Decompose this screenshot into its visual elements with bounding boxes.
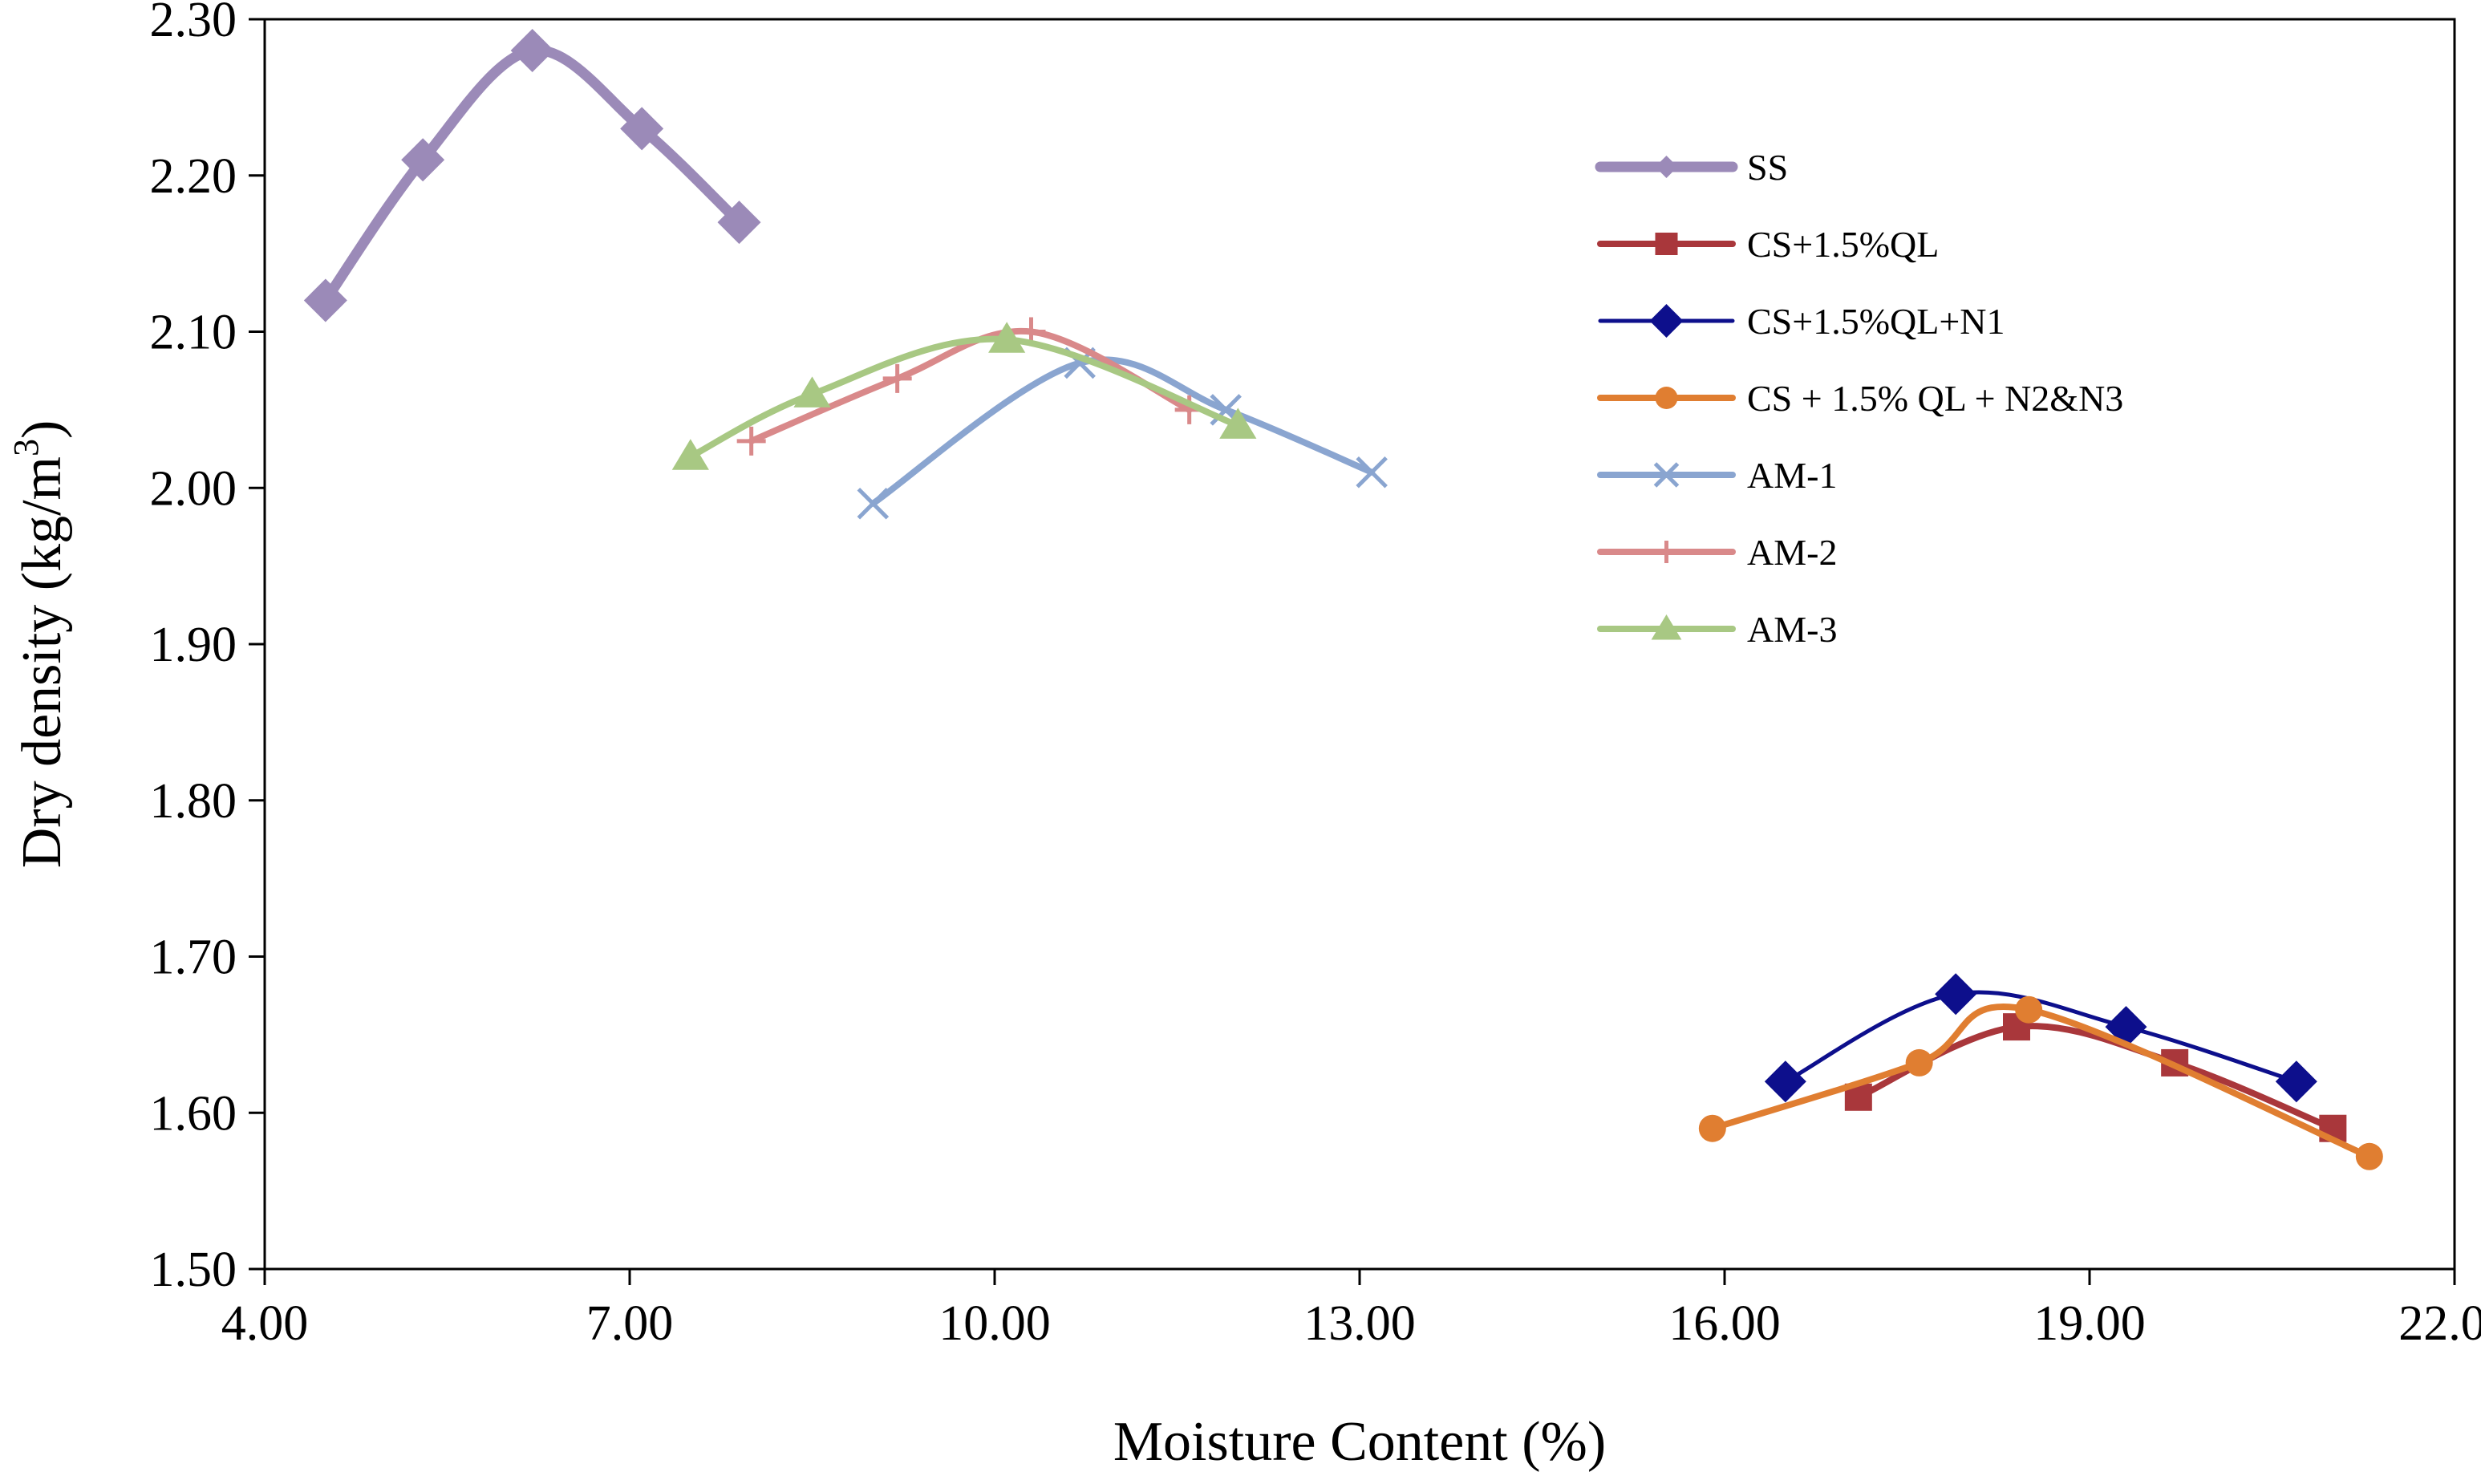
data-point — [736, 426, 766, 456]
series-cs-1-5-ql-n2-n3 — [1698, 995, 2383, 1170]
data-point — [882, 363, 912, 393]
data-point — [303, 278, 347, 322]
series-line — [1709, 1003, 2373, 1160]
data-point — [671, 439, 709, 470]
legend-marker — [1655, 387, 1678, 409]
x-tick-label: 4.00 — [221, 1296, 309, 1351]
y-tick-label: 2.20 — [150, 149, 237, 204]
legend-label: CS+1.5%QL — [1747, 224, 1939, 265]
x-axis-title: Moisture Content (%) — [1113, 1411, 1606, 1473]
legend-marker — [1651, 614, 1682, 640]
legend-entry: CS + 1.5% QL + N2&N3 — [1597, 378, 2123, 419]
legend-entry: SS — [1595, 147, 1788, 188]
series-layer — [303, 28, 2383, 1170]
y-axis-title-close: ) — [11, 420, 73, 439]
data-point — [620, 107, 664, 151]
plot-area — [263, 18, 2456, 1271]
data-point — [1905, 1048, 1933, 1077]
series-line — [870, 356, 1376, 507]
data-point — [2275, 1060, 2317, 1103]
y-tick-label: 1.80 — [150, 774, 237, 829]
legend: SS CS+1.5%QL CS+1.5%QL+N1 CS + 1.5% QL + N2… — [1595, 147, 2123, 650]
data-point — [1764, 1060, 1806, 1103]
y-tick-label: 1.70 — [150, 931, 237, 985]
series-line — [748, 327, 1193, 444]
legend-label: AM-1 — [1747, 455, 1837, 496]
y-tick-label: 2.30 — [150, 0, 237, 47]
x-tick-label: 16.00 — [1668, 1296, 1781, 1351]
y-tick-label: 1.60 — [150, 1086, 237, 1141]
y-axis-title-text: Dry density (kg/m — [11, 456, 73, 868]
data-point — [2015, 995, 2043, 1024]
y-tick-label: 1.90 — [150, 618, 237, 672]
data-point — [1698, 1114, 1726, 1142]
x-tick-label: 10.00 — [938, 1296, 1051, 1351]
legend-marker — [1655, 541, 1678, 563]
series-ss — [303, 28, 761, 322]
legend-marker — [1655, 233, 1678, 255]
series-am-1 — [857, 347, 1388, 520]
y-axis-title: Dry density (kg/m3) — [6, 420, 73, 869]
legend-entry: AM-1 — [1597, 455, 1837, 496]
data-point — [857, 487, 890, 520]
data-point — [988, 322, 1026, 353]
data-point — [401, 138, 445, 182]
x-tick-label: 7.00 — [586, 1296, 674, 1351]
legend-entry: AM-2 — [1597, 532, 1837, 573]
x-tick-label: 22.00 — [2398, 1296, 2481, 1351]
y-tick-label: 1.50 — [150, 1243, 237, 1297]
legend-marker — [1655, 156, 1678, 178]
data-point — [510, 28, 554, 72]
data-point — [2355, 1142, 2383, 1170]
y-axis: 1.50 1.60 1.70 1.80 1.90 2.00 2.10 2.20 2.30 — [150, 0, 265, 1297]
legend-label: AM-2 — [1747, 532, 1837, 573]
series-am-3 — [671, 322, 1257, 470]
y-tick-label: 2.10 — [150, 306, 237, 360]
legend-label: CS+1.5%QL+N1 — [1747, 301, 2005, 342]
legend-marker — [1653, 462, 1680, 488]
legend-label: CS + 1.5% QL + N2&N3 — [1747, 378, 2123, 419]
x-tick-label: 13.00 — [1303, 1296, 1416, 1351]
series-line — [687, 335, 1242, 460]
data-point — [1935, 973, 1977, 1016]
data-point — [717, 201, 761, 245]
legend-entry: CS+1.5%QL+N1 — [1598, 301, 2005, 342]
legend-entry: CS+1.5%QL — [1597, 224, 1939, 265]
legend-label: SS — [1747, 147, 1788, 188]
data-point — [1219, 407, 1257, 439]
x-tick-label: 19.00 — [2033, 1296, 2146, 1351]
legend-marker — [1649, 304, 1684, 338]
y-tick-label: 2.00 — [150, 461, 237, 516]
data-point — [1356, 456, 1388, 489]
y-axis-title-superscript: 3 — [6, 439, 46, 456]
x-axis: 4.00 7.00 10.00 13.00 16.00 19.00 22.00 — [221, 1269, 2481, 1351]
legend-entry: AM-3 — [1597, 609, 1837, 650]
legend-label: AM-3 — [1747, 609, 1837, 650]
data-point — [793, 376, 831, 407]
